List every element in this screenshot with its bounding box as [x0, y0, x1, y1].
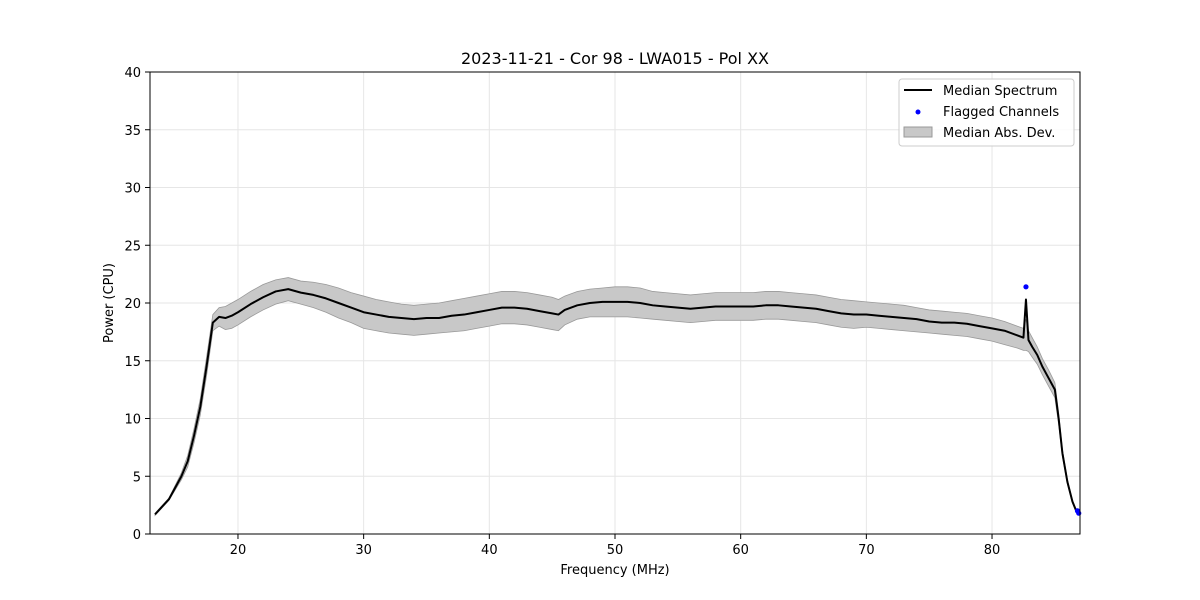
median-spectrum-line — [154, 288, 1080, 516]
legend-band-label: Median Abs. Dev. — [943, 126, 1055, 141]
x-tick-label: 80 — [984, 543, 1001, 558]
x-tick-label: 70 — [858, 543, 875, 558]
x-tick-label: 30 — [355, 543, 372, 558]
plot-area — [154, 277, 1082, 517]
x-tick-label: 60 — [732, 543, 749, 558]
axis-ticks: 20 30 40 50 60 70 80 0 5 10 15 20 25 30 35 40 — [124, 66, 1000, 558]
y-tick-label: 40 — [124, 66, 141, 81]
legend: Median Spectrum Flagged Channels Median … — [898, 78, 1075, 147]
y-axis-label: Power (CPU) — [102, 263, 117, 343]
legend-median-label: Median Spectrum — [943, 84, 1057, 99]
y-tick-label: 35 — [124, 124, 141, 139]
axes-frame — [149, 71, 1081, 535]
legend-band-swatch — [903, 126, 933, 138]
y-tick-label: 15 — [124, 355, 141, 370]
legend-flagged-swatch — [915, 109, 921, 115]
y-tick-label: 25 — [124, 239, 141, 254]
y-tick-label: 20 — [124, 297, 141, 312]
y-tick-label: 0 — [133, 528, 141, 543]
flagged-channel-point — [1076, 510, 1082, 516]
y-tick-label: 30 — [124, 182, 141, 197]
flagged-channel-point — [1023, 284, 1029, 290]
x-tick-label: 50 — [607, 543, 624, 558]
y-tick-label: 10 — [124, 413, 141, 428]
x-axis-label: Frequency (MHz) — [560, 563, 669, 578]
chart-title: 2023-11-21 - Cor 98 - LWA015 - Pol XX — [461, 49, 769, 68]
legend-box — [898, 78, 1075, 147]
legend-flagged-label: Flagged Channels — [943, 105, 1059, 120]
y-tick-label: 5 — [133, 470, 141, 485]
x-tick-label: 40 — [481, 543, 498, 558]
x-tick-label: 20 — [230, 543, 247, 558]
